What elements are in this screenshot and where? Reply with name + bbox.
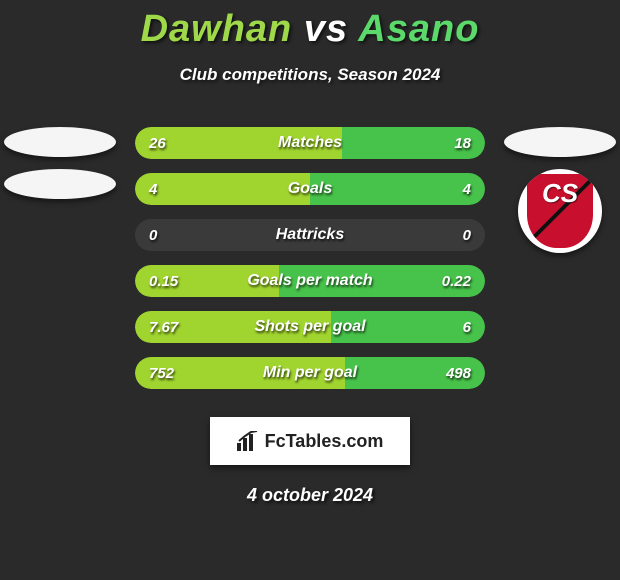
title-right: Asano [358, 8, 479, 50]
stat-label: Shots per goal [135, 318, 485, 336]
stat-label: Min per goal [135, 364, 485, 382]
stat-bars: 26Matches18 4Goals4 0Hattricks0 0.15Goals p… [135, 127, 485, 389]
stat-right-value: 498 [446, 365, 471, 382]
brand-chart-icon [237, 431, 259, 451]
stat-label: Goals per match [135, 272, 485, 290]
crest-shield-icon: CS [527, 174, 593, 248]
stat-right-value: 0 [463, 227, 471, 244]
stat-right-value: 18 [454, 135, 471, 152]
right-player-column: CS [500, 127, 620, 253]
stat-row: 26Matches18 [135, 127, 485, 159]
left-player-avatar-placeholder [4, 127, 116, 157]
subtitle: Club competitions, Season 2024 [0, 65, 620, 85]
stat-right-value: 4 [463, 181, 471, 198]
title-vs: vs [304, 8, 348, 50]
stat-row: 0Hattricks0 [135, 219, 485, 251]
left-club-crest-placeholder [4, 169, 116, 199]
right-club-crest: CS [518, 169, 602, 253]
title-left: Dawhan [141, 8, 293, 50]
stat-label: Goals [135, 180, 485, 198]
crest-text: CS [542, 178, 578, 209]
stat-row: 0.15Goals per match0.22 [135, 265, 485, 297]
stat-row: 752Min per goal498 [135, 357, 485, 389]
date-text: 4 october 2024 [10, 485, 610, 506]
comparison-title: Dawhan vs Asano [0, 0, 620, 51]
brand-box[interactable]: FcTables.com [210, 417, 410, 465]
left-player-column [0, 127, 120, 199]
stat-row: 7.67Shots per goal6 [135, 311, 485, 343]
stat-right-value: 6 [463, 319, 471, 336]
content-area: CS 26Matches18 4Goals4 0Hattricks0 0.15Goal… [0, 127, 620, 506]
stat-label: Matches [135, 134, 485, 152]
right-player-avatar-placeholder [504, 127, 616, 157]
stat-label: Hattricks [135, 226, 485, 244]
stat-right-value: 0.22 [442, 273, 471, 290]
brand-text: FcTables.com [265, 431, 384, 452]
stat-row: 4Goals4 [135, 173, 485, 205]
